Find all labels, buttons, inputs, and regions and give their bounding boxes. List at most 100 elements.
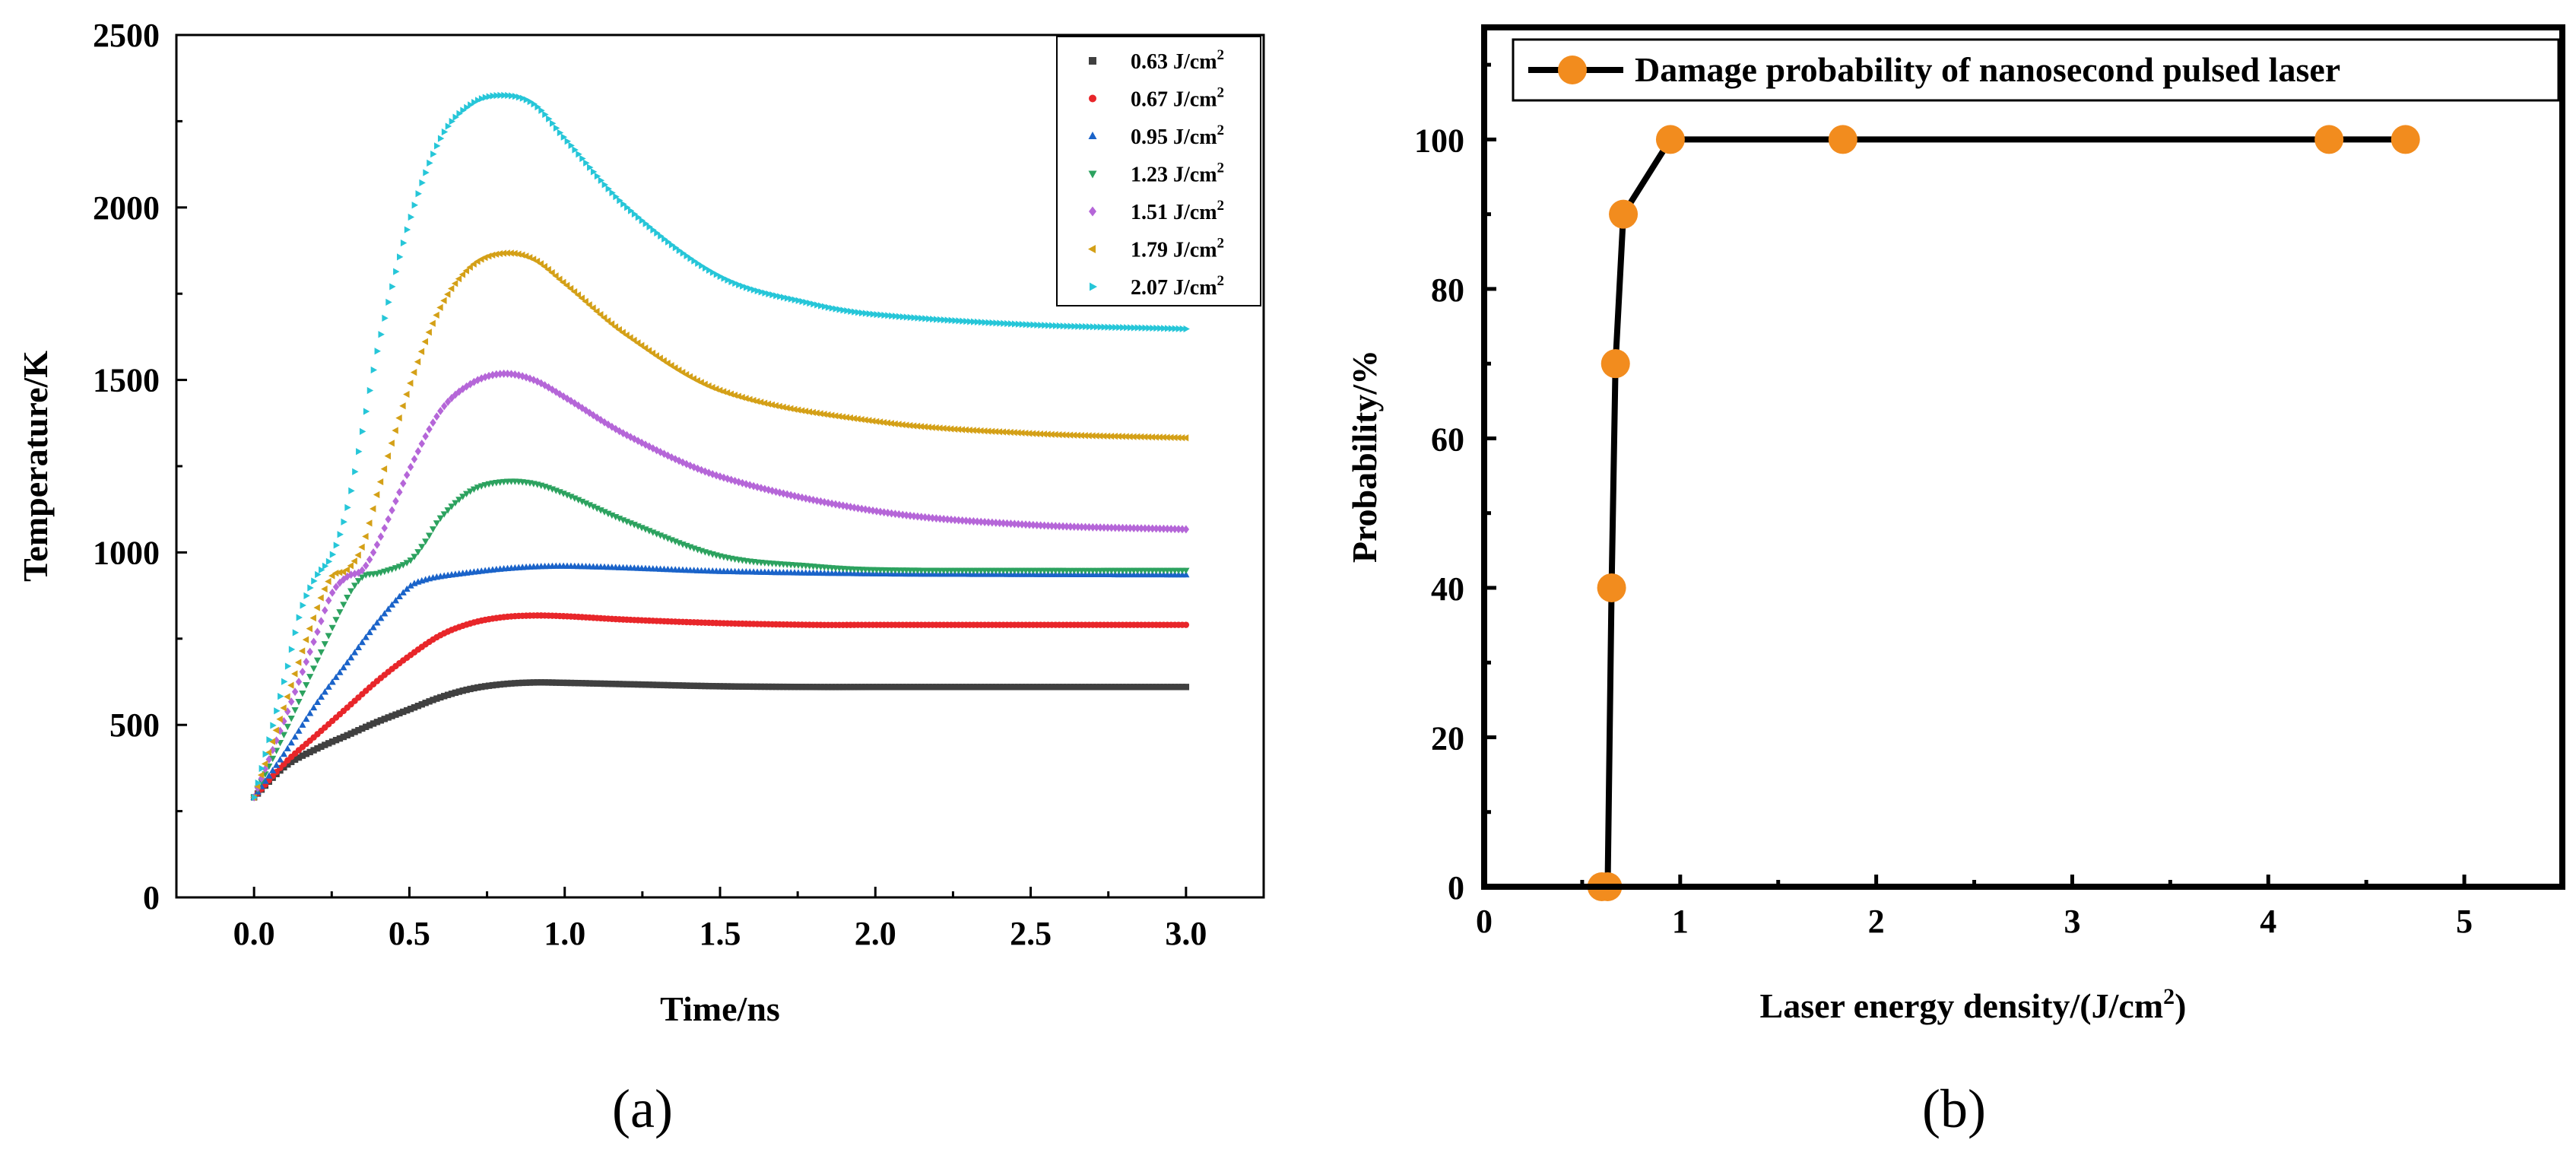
data-point [814,301,821,309]
data-point [951,516,959,525]
data-point [1052,684,1059,691]
data-point [1036,430,1044,438]
data-point [899,684,906,691]
data-point [496,370,503,379]
x-tick-label: 3.0 [1165,915,1207,952]
data-point [1071,322,1078,330]
data-point [899,510,906,519]
y-tick-label: 2500 [93,17,160,54]
data-point [291,707,299,714]
data-point [687,255,694,262]
data-point [1070,431,1077,439]
data-point [612,424,619,433]
data-point [425,532,433,539]
data-point [1157,325,1164,332]
chart-b: 0 1 2 3 4 5 0 20 40 60 80 100 Laser energy density/… [1345,24,2565,1139]
data-point [325,557,333,566]
data-point [1182,684,1190,691]
data-point [620,681,627,687]
data-point [1168,325,1175,332]
data-point [1111,433,1118,440]
data-point [638,438,646,447]
data-point [768,401,775,408]
data-point [1007,428,1014,437]
data-point [478,683,485,691]
data-point [1137,433,1144,441]
data-point [1041,684,1048,691]
data-point [795,492,802,501]
data-point [739,683,746,690]
data-point [779,403,786,411]
data-point [1029,520,1037,529]
data-point [459,687,466,694]
data-point [560,679,567,687]
data-point [594,172,601,180]
data-point [313,698,322,705]
data-point [911,314,918,322]
data-point [988,427,995,435]
data-point [307,584,314,592]
data-point [332,583,340,592]
data-point [757,399,764,406]
data-point [925,513,932,522]
data-point [675,456,683,465]
data-point [1175,684,1182,691]
legend-label: 0.63 J/cm2 [1131,47,1224,74]
data-point [560,392,567,401]
chart-a-xlabel: Time/ns [660,989,780,1028]
data-point [839,501,846,510]
data-point [1103,432,1111,440]
data-point [1137,684,1145,691]
data-point [1144,433,1152,441]
data-point [347,562,354,570]
data-point [657,681,664,688]
data-point [452,390,459,399]
data-point [363,723,370,730]
data-point [2314,125,2344,154]
data-point [758,288,765,296]
data-point [505,91,512,100]
data-point [627,334,633,341]
data-point [1026,520,1033,529]
data-point [947,425,954,433]
data-point [377,614,385,621]
data-point [1130,433,1137,440]
data-point [698,682,705,690]
data-point [1048,430,1055,438]
data-point [1029,684,1037,691]
legend-label: 2.07 J/cm2 [1131,273,1224,300]
data-point [672,244,680,252]
data-point [665,681,671,689]
x-tick-label: 1.0 [544,915,585,952]
data-point [332,569,339,577]
chart-b-axes: 0 1 2 3 4 5 0 20 40 60 80 100 [1414,62,2565,940]
data-point [601,418,608,427]
y-tick-label: 0 [1448,869,1464,907]
data-point [255,779,262,787]
data-point [447,284,455,293]
data-point [918,684,925,691]
data-point [928,424,935,431]
data-point [702,467,709,476]
data-point [1015,519,1022,529]
data-point [959,684,966,691]
legend-label: Damage probability of nanosecond pulsed … [1635,50,2340,89]
data-point [917,423,925,430]
data-point [695,259,702,267]
data-point [336,735,344,742]
data-point [388,601,396,608]
data-point [444,397,452,406]
data-point [956,317,963,325]
data-point [430,697,436,703]
data-point [1118,433,1125,440]
data-point [414,447,422,456]
data-point [1179,525,1186,534]
data-point [1168,684,1175,691]
data-point [582,680,589,687]
data-point [1026,321,1033,329]
data-point [974,517,981,526]
data-point [288,646,296,653]
data-point [671,455,679,464]
data-point [1164,524,1171,533]
data-point [468,101,474,109]
